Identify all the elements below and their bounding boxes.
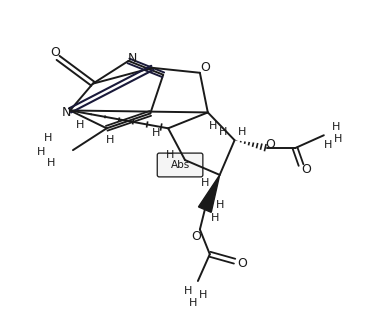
Text: H: H bbox=[47, 158, 55, 168]
FancyBboxPatch shape bbox=[157, 153, 203, 177]
Text: O: O bbox=[200, 61, 210, 74]
Text: N: N bbox=[61, 106, 71, 119]
Text: H: H bbox=[44, 133, 52, 143]
Text: H: H bbox=[218, 127, 227, 137]
Text: H: H bbox=[152, 128, 160, 138]
Text: H: H bbox=[166, 150, 174, 160]
Text: O: O bbox=[238, 257, 247, 270]
Text: H: H bbox=[211, 213, 219, 222]
Text: O: O bbox=[50, 46, 60, 60]
Text: H: H bbox=[334, 134, 342, 144]
Text: O: O bbox=[265, 138, 275, 151]
Text: H: H bbox=[199, 290, 207, 300]
Text: H: H bbox=[189, 298, 197, 308]
Text: H: H bbox=[106, 135, 114, 145]
Text: N: N bbox=[128, 52, 137, 65]
Text: H: H bbox=[76, 120, 84, 130]
Text: H: H bbox=[331, 122, 340, 132]
Text: H: H bbox=[201, 178, 209, 188]
Text: H: H bbox=[215, 200, 224, 210]
Text: H: H bbox=[209, 121, 217, 131]
Text: H: H bbox=[37, 147, 45, 157]
Text: H: H bbox=[184, 286, 192, 296]
Text: H: H bbox=[238, 127, 247, 137]
Text: H: H bbox=[324, 140, 332, 150]
Polygon shape bbox=[198, 175, 220, 212]
Text: Abs: Abs bbox=[170, 160, 190, 170]
Text: O: O bbox=[191, 230, 201, 243]
Text: O: O bbox=[301, 164, 311, 176]
